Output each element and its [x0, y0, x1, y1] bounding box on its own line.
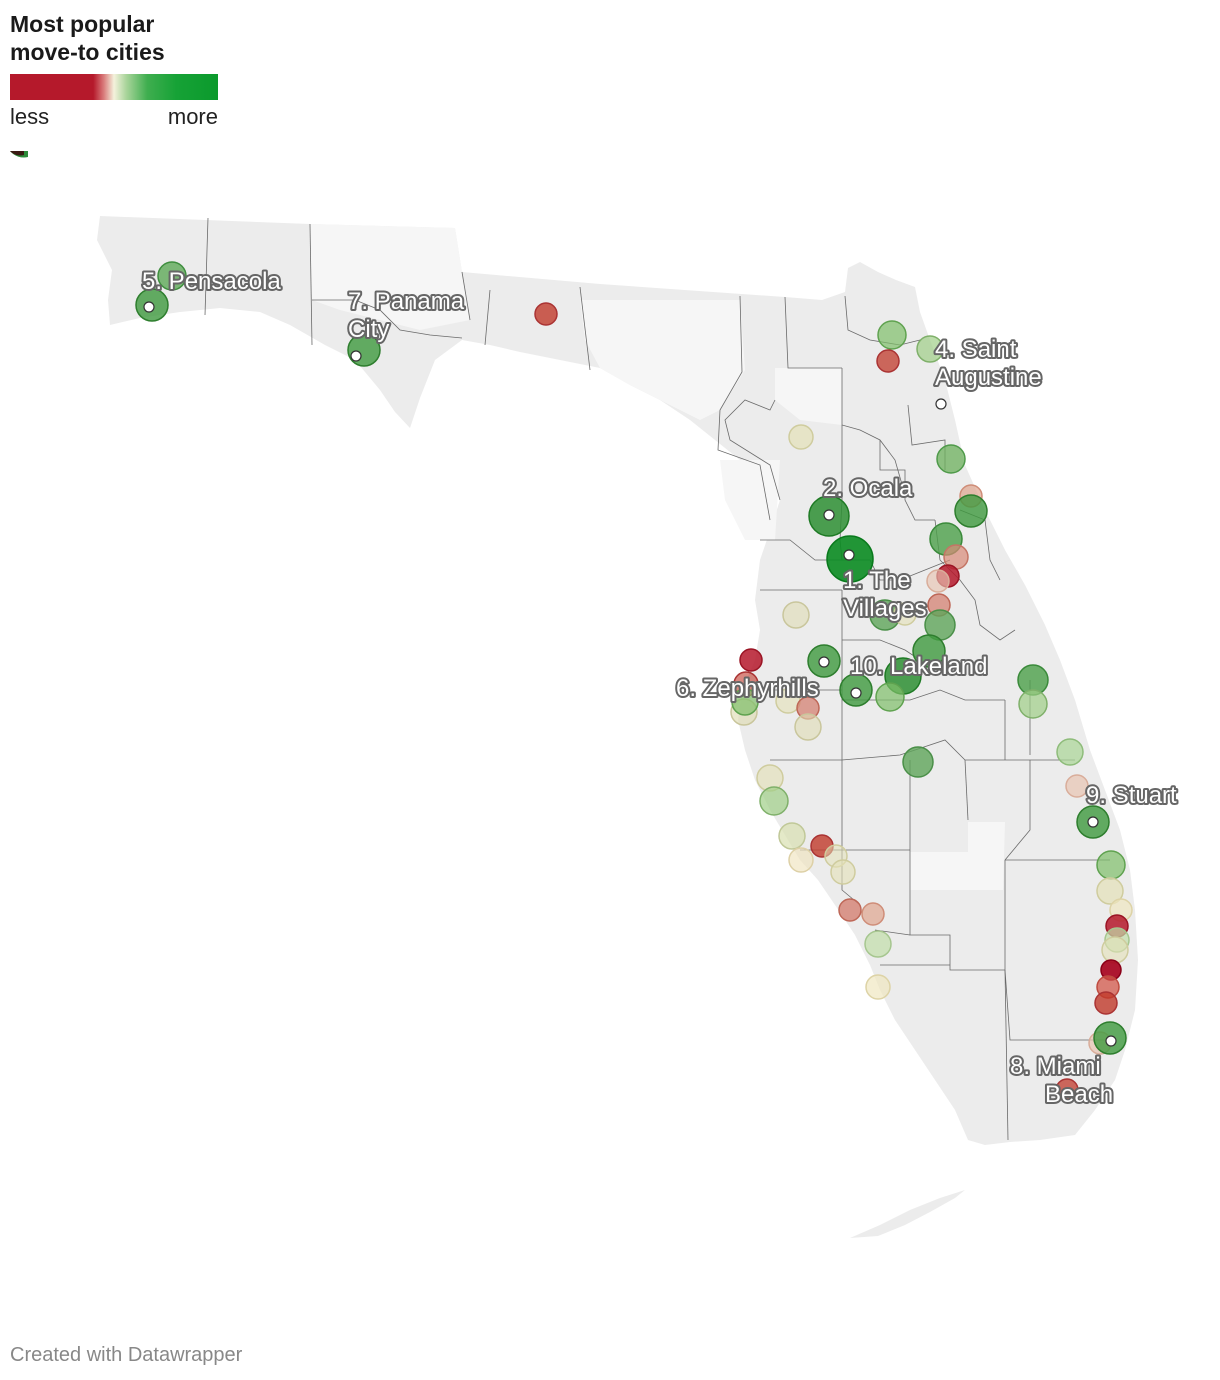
label-the-villages-line1: 1. The — [843, 567, 911, 594]
legend-title: Most popular move-to cities — [10, 10, 220, 66]
city-bubble[interactable] — [861, 902, 885, 926]
city-bubble[interactable] — [759, 786, 789, 816]
label-pensacola: 5. Pensacola — [142, 268, 281, 295]
datawrapper-credit[interactable]: Created with Datawrapper — [10, 1344, 243, 1366]
marker-saint-augustine[interactable] — [935, 398, 947, 410]
label-miami-beach-line2: Beach — [1045, 1081, 1113, 1108]
city-bubble[interactable] — [954, 494, 988, 528]
city-bubble[interactable] — [782, 601, 810, 629]
city-bubble[interactable] — [778, 822, 806, 850]
marker-zephyrhills[interactable] — [818, 656, 830, 668]
label-the-villages-line2: Villages — [843, 595, 927, 622]
city-bubble[interactable] — [830, 859, 856, 885]
city-bubble[interactable] — [1096, 877, 1124, 905]
light-county-nw — [310, 224, 470, 330]
marker-ocala[interactable] — [823, 509, 835, 521]
marker-stuart[interactable] — [1087, 816, 1099, 828]
city-bubble[interactable] — [936, 444, 966, 474]
city-bubble[interactable] — [794, 713, 822, 741]
city-bubble[interactable] — [1055, 1078, 1079, 1102]
marker-the-villages[interactable] — [843, 549, 855, 561]
city-bubble[interactable] — [1056, 738, 1084, 766]
marker-pensacola[interactable] — [143, 301, 155, 313]
city-bubble[interactable] — [865, 974, 891, 1000]
legend: Most popular move-to cities less more — [10, 10, 220, 130]
label-panama-city-line2: City — [348, 316, 389, 343]
light-county-north — [775, 368, 842, 425]
label-saint-augustine-line1: 4. Saint — [935, 336, 1017, 363]
legend-size-icon — [10, 151, 28, 158]
label-saint-augustine-line2: Augustine — [935, 364, 1042, 391]
legend-title-line2: move-to cities — [10, 39, 165, 65]
city-bubble[interactable] — [893, 602, 917, 626]
marker-miami-beach[interactable] — [1105, 1035, 1117, 1047]
light-county-gulf — [720, 460, 780, 540]
florida-keys — [850, 1190, 965, 1238]
legend-labels: less more — [10, 104, 218, 130]
marker-lakeland[interactable] — [850, 687, 862, 699]
city-bubble[interactable] — [1096, 850, 1126, 880]
city-bubble[interactable] — [1018, 689, 1048, 719]
marker-panama-city[interactable] — [350, 350, 362, 362]
city-bubble[interactable] — [534, 302, 558, 326]
legend-title-line1: Most popular — [10, 11, 155, 37]
city-bubble[interactable] — [926, 569, 950, 593]
legend-low-label: less — [10, 104, 50, 129]
label-ocala: 2. Ocala — [823, 475, 913, 502]
city-bubble[interactable] — [876, 349, 900, 373]
ranked-city-markers — [143, 301, 1117, 1047]
city-bubble[interactable] — [1101, 936, 1129, 964]
label-stuart: 9. Stuart — [1086, 782, 1177, 809]
city-bubble[interactable] — [788, 847, 814, 873]
legend-color-scale — [10, 74, 218, 100]
city-bubble[interactable] — [838, 898, 862, 922]
city-bubble[interactable] — [1094, 991, 1118, 1015]
light-county-south — [910, 822, 1005, 890]
label-lakeland: 10. Lakeland — [850, 653, 987, 680]
label-zephyrhills: 6. Zephyrhills — [676, 675, 819, 702]
city-bubble[interactable] — [739, 648, 763, 672]
city-labels: 5. Pensacola 7. Panama City 4. Saint Aug… — [140, 266, 1179, 1110]
city-bubble[interactable] — [864, 930, 892, 958]
light-county-bigbend — [580, 300, 745, 420]
city-bubble[interactable] — [916, 335, 944, 363]
label-miami-beach-line1: 8. Miami — [1010, 1053, 1101, 1080]
city-bubble[interactable] — [731, 688, 759, 716]
city-bubble[interactable] — [788, 424, 814, 450]
city-bubble[interactable] — [157, 261, 187, 291]
city-bubble[interactable] — [877, 320, 907, 350]
legend-high-label: more — [167, 104, 218, 129]
city-bubble[interactable] — [875, 682, 905, 712]
label-panama-city-line1: 7. Panama — [348, 288, 465, 315]
city-bubble[interactable] — [902, 746, 934, 778]
city-bubble[interactable] — [912, 634, 946, 668]
city-bubble[interactable] — [1065, 774, 1089, 798]
